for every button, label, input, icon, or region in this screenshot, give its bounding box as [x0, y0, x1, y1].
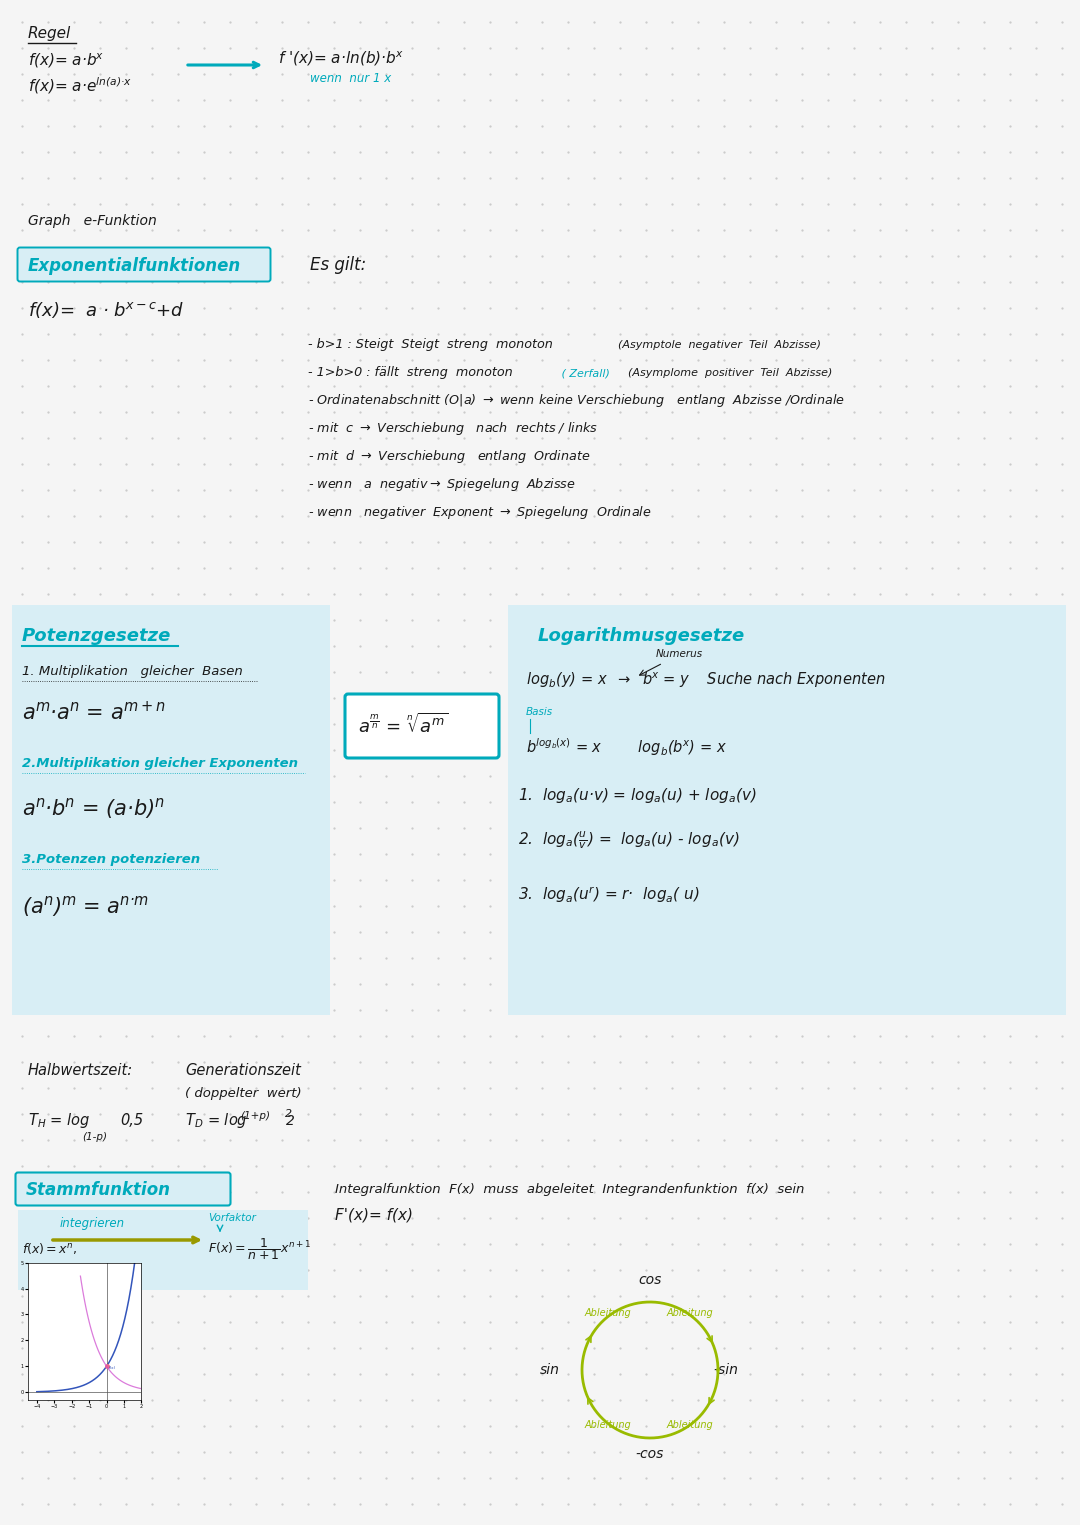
- Text: Es gilt:: Es gilt:: [310, 256, 366, 274]
- Text: (Asymplome  positiver  Teil  Abzisse): (Asymplome positiver Teil Abzisse): [627, 368, 833, 378]
- Text: - b>1 : Steigt  Steigt  streng  monoton: - b>1 : Steigt Steigt streng monoton: [308, 339, 553, 351]
- Text: ( doppelter  wert): ( doppelter wert): [185, 1087, 301, 1100]
- Text: Numerus: Numerus: [656, 650, 703, 659]
- Text: Generationszeit: Generationszeit: [185, 1063, 301, 1078]
- Text: f(x)=  a · b$^\mathregular{x-c}$+d: f(x)= a · b$^\mathregular{x-c}$+d: [28, 300, 185, 320]
- Text: 2.  log$_a$($\frac{u}{v}$) =  log$_a$(u) - log$_a$(v): 2. log$_a$($\frac{u}{v}$) = log$_a$(u) -…: [518, 830, 740, 851]
- Text: -sin: -sin: [714, 1363, 739, 1377]
- Text: - mit  c $\rightarrow$ Verschiebung   nach  rechts / links: - mit c $\rightarrow$ Verschiebung nach …: [308, 419, 598, 438]
- Text: $F(x) = \dfrac{1}{n+1}x^{n+1}$: $F(x) = \dfrac{1}{n+1}x^{n+1}$: [208, 1237, 311, 1263]
- Text: Ableitung: Ableitung: [584, 1420, 632, 1430]
- Text: b$^{log_b(x)}$ = x        log$_b$(b$^x$) = x: b$^{log_b(x)}$ = x log$_b$(b$^x$) = x: [526, 737, 727, 758]
- Text: Ableitung: Ableitung: [666, 1308, 714, 1318]
- Text: Basis: Basis: [526, 708, 553, 717]
- Text: 3.  log$_a$(u$^r$) = r·  log$_a$( u): 3. log$_a$(u$^r$) = r· log$_a$( u): [518, 884, 700, 904]
- Text: $f(x) = x^n,$: $f(x) = x^n,$: [22, 1241, 78, 1257]
- Text: Potenzgesetze: Potenzgesetze: [22, 627, 172, 645]
- Text: Exponentialfunktionen: Exponentialfunktionen: [28, 258, 241, 274]
- Text: ( Zerfall): ( Zerfall): [558, 368, 610, 378]
- Text: a$^\mathregular{n}$·b$^\mathregular{n}$ = (a·b)$^\mathregular{n}$: a$^\mathregular{n}$·b$^\mathregular{n}$ …: [22, 796, 165, 820]
- Text: log$_b$(y) = x  $\rightarrow$  b$^x$ = y    Suche nach Exponenten: log$_b$(y) = x $\rightarrow$ b$^x$ = y S…: [526, 671, 886, 689]
- Text: wenn  nur 1 x: wenn nur 1 x: [310, 72, 391, 85]
- Text: 2: 2: [285, 1109, 292, 1119]
- Text: - wenn   a  negativ$\rightarrow$ Spiegelung  Abzisse: - wenn a negativ$\rightarrow$ Spiegelung…: [308, 476, 576, 493]
- Text: f(x)= a·b$^\mathregular{x}$: f(x)= a·b$^\mathregular{x}$: [28, 50, 105, 70]
- FancyBboxPatch shape: [15, 1173, 230, 1205]
- FancyBboxPatch shape: [508, 605, 1066, 1016]
- Text: f '(x)= a·ln(b)·b$^\mathregular{x}$: f '(x)= a·ln(b)·b$^\mathregular{x}$: [278, 49, 404, 67]
- Text: (1-p): (1-p): [82, 1132, 107, 1142]
- Text: Integralfunktion  F(x)  muss  abgeleitet  Integrandenfunktion  f(x)  sein: Integralfunktion F(x) muss abgeleitet In…: [335, 1183, 805, 1196]
- Text: 2: 2: [286, 1113, 295, 1128]
- FancyBboxPatch shape: [345, 694, 499, 758]
- Text: (a$^\mathregular{n}$)$^\mathregular{m}$ = a$^\mathregular{n·m}$: (a$^\mathregular{n}$)$^\mathregular{m}$ …: [22, 894, 149, 918]
- Text: T$_D$ = log: T$_D$ = log: [185, 1112, 247, 1130]
- Text: (Asymptole  negativer  Teil  Abzisse): (Asymptole negativer Teil Abzisse): [618, 340, 821, 351]
- Text: -cos: -cos: [636, 1447, 664, 1461]
- Text: (1+p): (1+p): [240, 1112, 270, 1121]
- Text: Ableitung: Ableitung: [584, 1308, 632, 1318]
- Text: a$^\mathregular{m}$·a$^\mathregular{n}$ = a$^\mathregular{m+n}$: a$^\mathregular{m}$·a$^\mathregular{n}$ …: [22, 700, 165, 724]
- Text: F'(x)= f(x): F'(x)= f(x): [335, 1206, 413, 1222]
- Text: integrieren: integrieren: [60, 1217, 125, 1231]
- Text: Stammfunktion: Stammfunktion: [26, 1180, 171, 1199]
- Text: 0,5: 0,5: [120, 1113, 144, 1128]
- Text: 2.Multiplikation gleicher Exponenten: 2.Multiplikation gleicher Exponenten: [22, 756, 298, 770]
- Text: 1.  log$_a$(u·v) = log$_a$(u) + log$_a$(v): 1. log$_a$(u·v) = log$_a$(u) + log$_a$(v…: [518, 785, 757, 805]
- Text: Graph   e-Funktion: Graph e-Funktion: [28, 214, 157, 229]
- Text: 1. Multiplikation   gleicher  Basen: 1. Multiplikation gleicher Basen: [22, 665, 243, 679]
- Text: - Ordinatenabschnitt (O|a) $\rightarrow$ wenn keine Verschiebung   entlang  Abzi: - Ordinatenabschnitt (O|a) $\rightarrow$…: [308, 392, 845, 409]
- Text: f(x): f(x): [109, 1366, 117, 1369]
- Text: Ableitung: Ableitung: [666, 1420, 714, 1430]
- Text: - wenn   negativer  Exponent $\rightarrow$ Spiegelung  Ordinale: - wenn negativer Exponent $\rightarrow$ …: [308, 503, 651, 522]
- Text: Logarithmusgesetze: Logarithmusgesetze: [538, 627, 745, 645]
- Text: f(x)= a·e$^\mathregular{ln(a)·x}$: f(x)= a·e$^\mathregular{ln(a)·x}$: [28, 75, 132, 96]
- Text: a$^\frac{m}{n}$ = $\sqrt[n]{a^m}$: a$^\frac{m}{n}$ = $\sqrt[n]{a^m}$: [357, 712, 448, 737]
- Text: - 1>b>0 : fällt  streng  monoton: - 1>b>0 : fällt streng monoton: [308, 366, 513, 380]
- Text: cos: cos: [638, 1273, 662, 1287]
- FancyBboxPatch shape: [18, 1209, 308, 1290]
- Text: - mit  d $\rightarrow$ Verschiebung   entlang  Ordinate: - mit d $\rightarrow$ Verschiebung entla…: [308, 448, 591, 465]
- Text: T$_H$ = log: T$_H$ = log: [28, 1112, 91, 1130]
- FancyBboxPatch shape: [12, 605, 330, 1016]
- Text: 3.Potenzen potenzieren: 3.Potenzen potenzieren: [22, 852, 200, 866]
- Text: Vorfaktor: Vorfaktor: [208, 1212, 256, 1223]
- FancyBboxPatch shape: [17, 247, 270, 282]
- Text: Halbwertszeit:: Halbwertszeit:: [28, 1063, 133, 1078]
- Text: Regel: Regel: [28, 26, 71, 41]
- Text: sin: sin: [540, 1363, 559, 1377]
